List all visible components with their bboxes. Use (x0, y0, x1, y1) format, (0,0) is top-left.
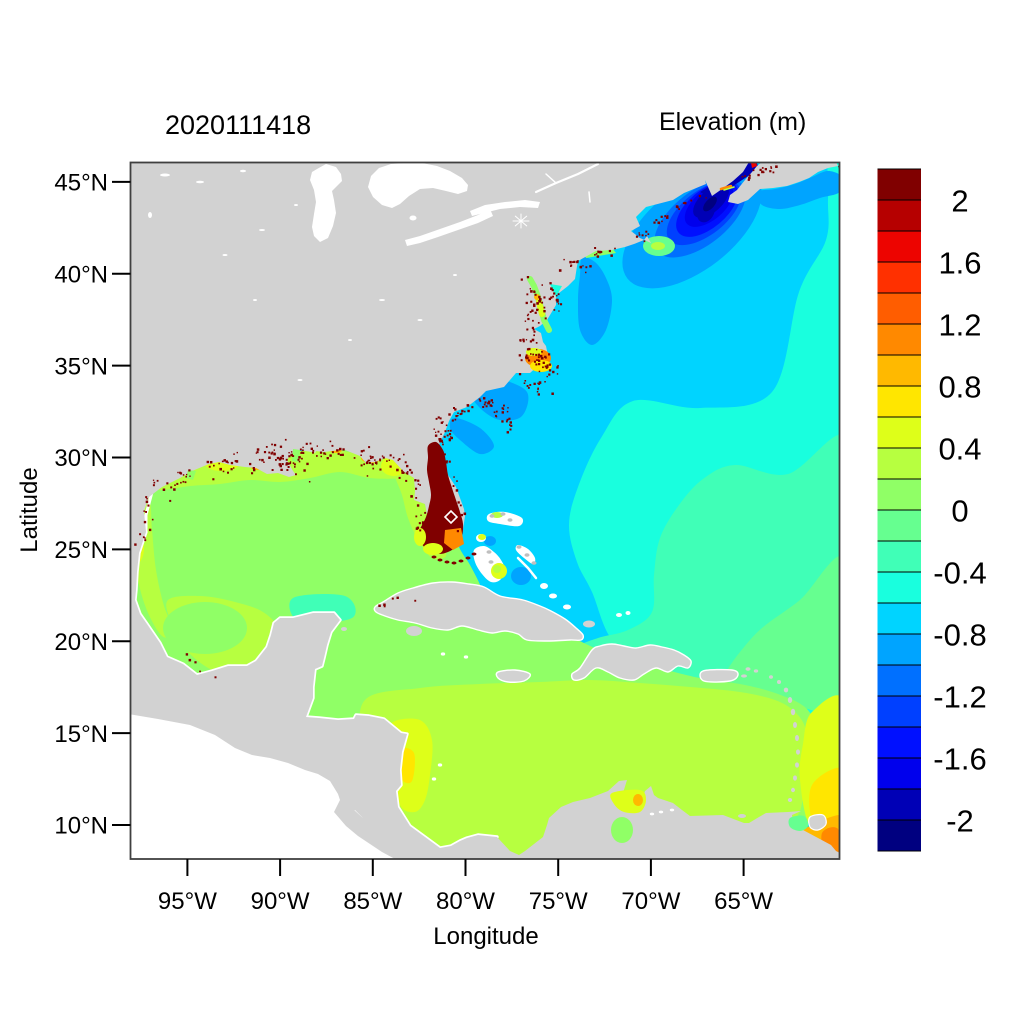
svg-text:Latitude: Latitude (16, 467, 43, 552)
svg-text:10°N: 10°N (54, 813, 108, 840)
svg-text:75°W: 75°W (529, 888, 588, 915)
svg-text:-0.8: -0.8 (933, 617, 986, 652)
svg-text:85°W: 85°W (343, 888, 402, 915)
svg-text:25°N: 25°N (54, 537, 108, 564)
svg-text:-0.4: -0.4 (933, 555, 986, 590)
svg-text:0: 0 (951, 493, 968, 528)
svg-text:70°W: 70°W (621, 888, 680, 915)
svg-text:30°N: 30°N (54, 445, 108, 472)
svg-text:Longitude: Longitude (433, 923, 538, 950)
svg-text:65°W: 65°W (714, 888, 773, 915)
svg-text:95°W: 95°W (158, 888, 217, 915)
svg-text:1.6: 1.6 (938, 245, 981, 280)
svg-text:-1.2: -1.2 (933, 679, 986, 714)
svg-text:90°W: 90°W (251, 888, 310, 915)
svg-text:40°N: 40°N (54, 262, 108, 289)
svg-text:2: 2 (951, 183, 968, 218)
svg-text:-1.6: -1.6 (933, 741, 986, 776)
svg-text:20°N: 20°N (54, 629, 108, 656)
svg-text:0.4: 0.4 (938, 431, 981, 466)
svg-text:2020111418: 2020111418 (165, 110, 311, 140)
svg-text:35°N: 35°N (54, 353, 108, 380)
svg-text:80°W: 80°W (436, 888, 495, 915)
svg-text:-2: -2 (946, 803, 974, 838)
svg-text:Elevation (m): Elevation (m) (659, 108, 806, 136)
svg-text:15°N: 15°N (54, 721, 108, 748)
svg-text:45°N: 45°N (54, 170, 108, 197)
svg-text:1.2: 1.2 (938, 307, 981, 342)
svg-text:0.8: 0.8 (938, 369, 981, 404)
